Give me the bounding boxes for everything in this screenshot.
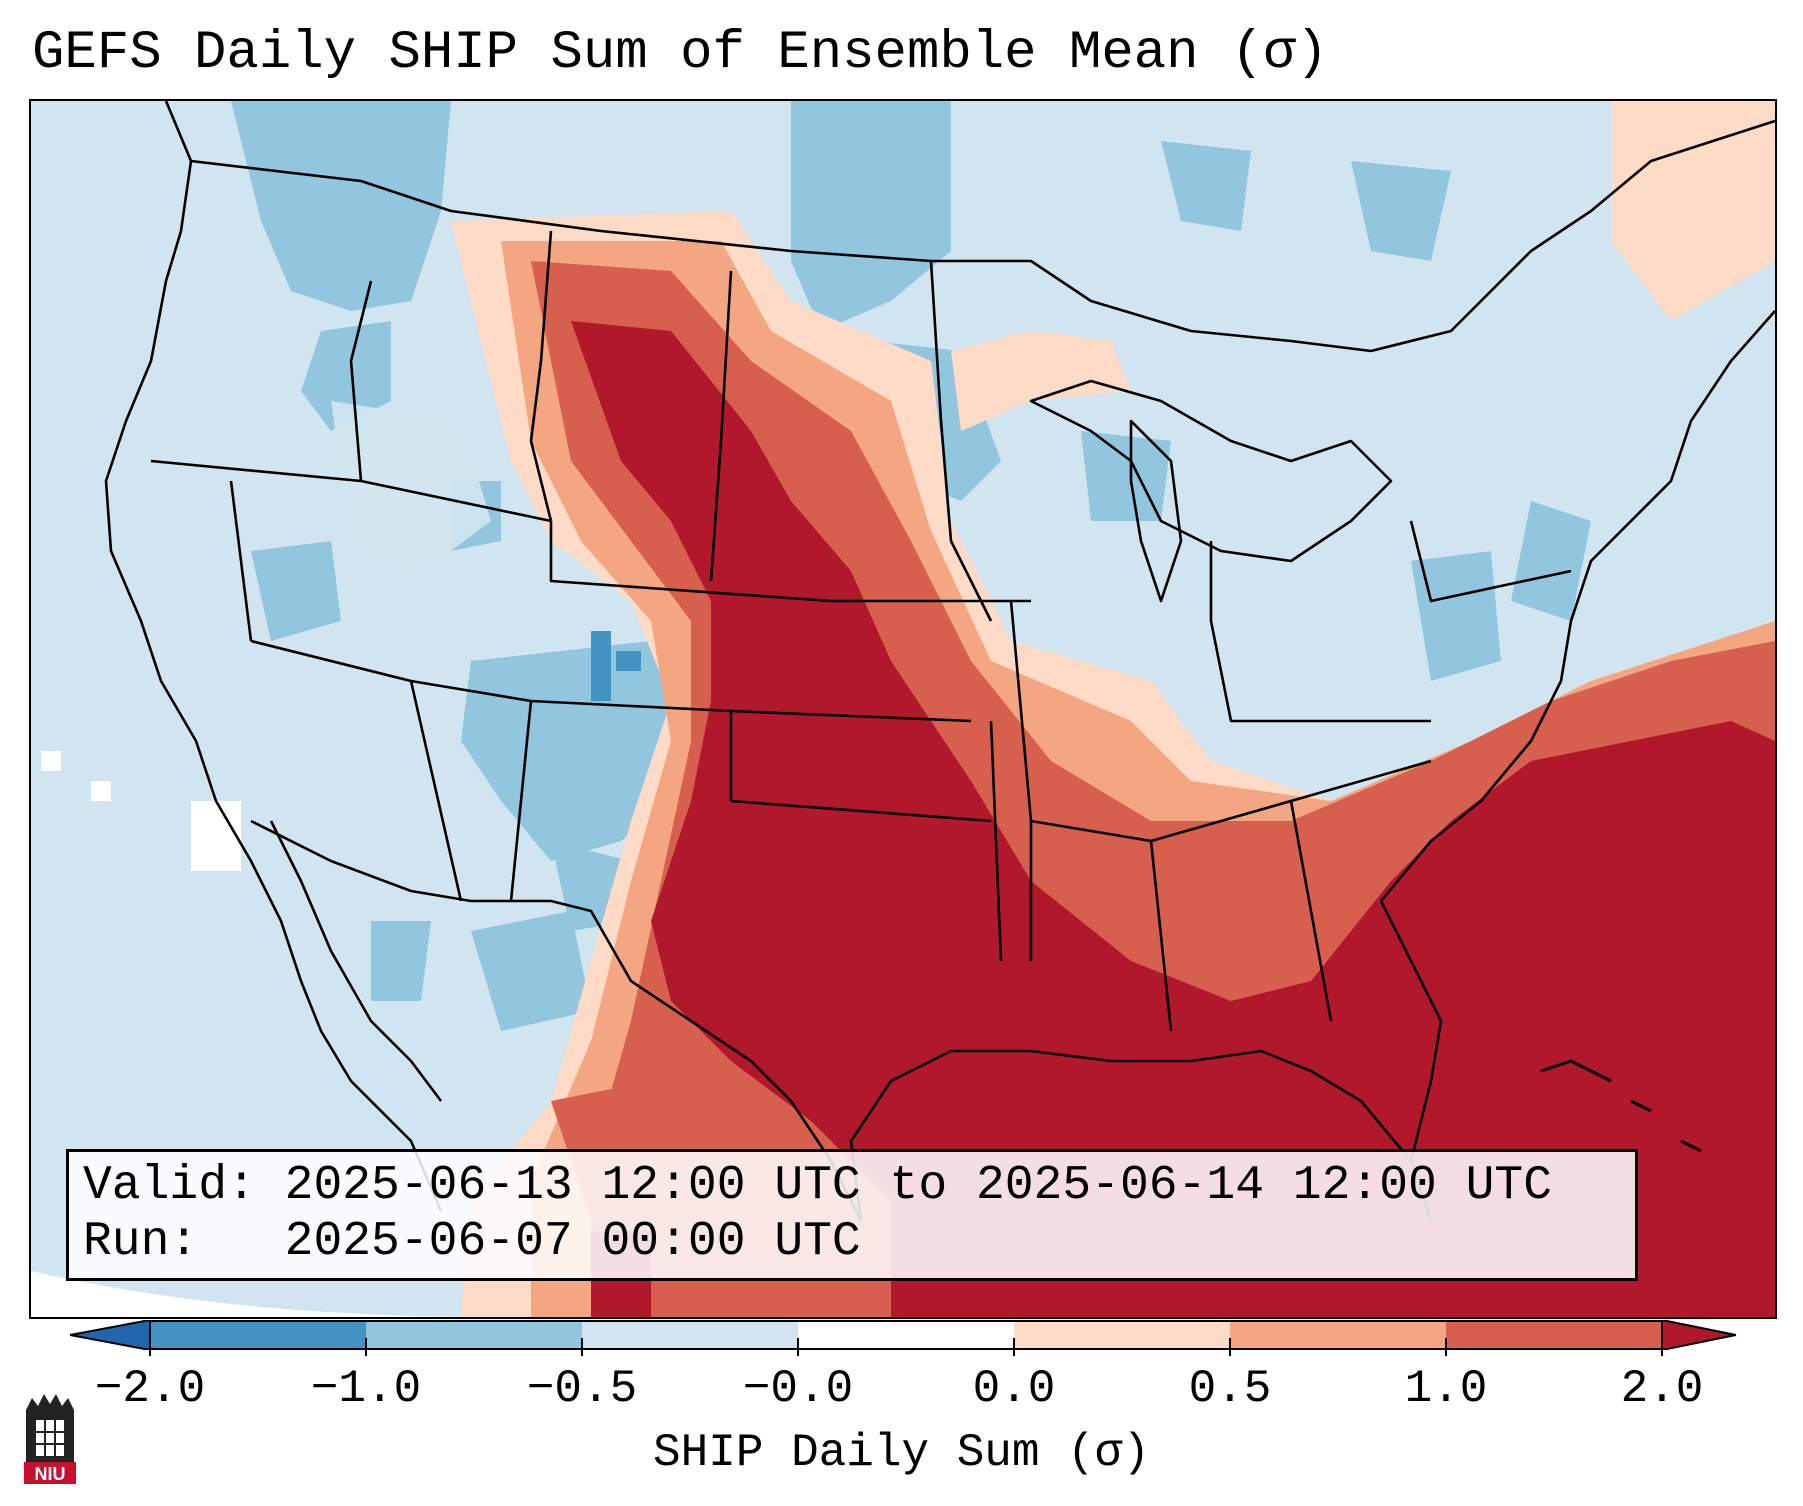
- colorbar-label: SHIP Daily Sum (σ): [653, 1427, 1150, 1479]
- gulf-coast: [849, 1049, 1433, 1222]
- canada-border: [190, 119, 1775, 353]
- florida: [1379, 900, 1443, 1162]
- colorbar-border: [149, 1320, 1663, 1350]
- ship-map: [31, 101, 1775, 1317]
- colorbar-bin-2: [366, 1320, 582, 1350]
- colorbar-tick: [797, 1338, 799, 1356]
- niu-logo: NIU: [24, 1394, 76, 1484]
- baja: [269, 820, 443, 1102]
- colorbar-tick: [1013, 1338, 1015, 1356]
- colorbar-bin-1: [150, 1320, 366, 1350]
- colorbar-tick: [1445, 1338, 1447, 1356]
- mexico-border: [250, 819, 863, 1222]
- colorbar-tick-label: −0.0: [742, 1363, 854, 1415]
- map-panel: [29, 99, 1777, 1319]
- colorbar-tick-label: −2.0: [94, 1363, 206, 1415]
- colorbar-tick-label: 2.0: [1620, 1363, 1704, 1415]
- colorbar-tick-label: −1.0: [310, 1363, 422, 1415]
- colorbar-tick-label: 0.0: [972, 1363, 1056, 1415]
- colorbar-tick: [581, 1338, 583, 1356]
- colorbar: [70, 1320, 1736, 1350]
- colorbar-tick: [1661, 1338, 1663, 1356]
- colorbar-tick-label: −0.5: [526, 1363, 638, 1415]
- colorbar-extend-high: [1661, 1320, 1736, 1350]
- page-title: GEFS Daily SHIP Sum of Ensemble Mean (σ): [32, 23, 1329, 84]
- colorbar-tick-label: 1.0: [1404, 1363, 1488, 1415]
- colorbar-bin-4: [798, 1320, 1014, 1350]
- colorbar-bin-7: [1446, 1320, 1662, 1350]
- colorbar-tick: [365, 1338, 367, 1356]
- coastline-west: [104, 101, 443, 1212]
- east-coast: [1380, 310, 1775, 902]
- colorbar-tick-label: 0.5: [1188, 1363, 1272, 1415]
- colorbar-tick: [149, 1338, 151, 1356]
- niu-logo-text: NIU: [35, 1464, 66, 1484]
- colorbar-bin-6: [1230, 1320, 1446, 1350]
- colorbar-bin-5: [1014, 1320, 1230, 1350]
- run-time-text: Run: 2025-06-07 00:00 UTC: [83, 1215, 861, 1269]
- boundaries: [104, 101, 1775, 1222]
- valid-run-info-box: Valid: 2025-06-13 12:00 UTC to 2025-06-1…: [66, 1149, 1638, 1281]
- great-lakes: [1029, 379, 1393, 563]
- colorbar-tick: [1229, 1338, 1231, 1356]
- valid-time-text: Valid: 2025-06-13 12:00 UTC to 2025-06-1…: [83, 1159, 1553, 1213]
- islands: [1540, 1059, 1702, 1153]
- colorbar-bin-3: [582, 1320, 798, 1350]
- lake-michigan: [1129, 419, 1183, 603]
- colorbar-extend-low: [70, 1320, 151, 1350]
